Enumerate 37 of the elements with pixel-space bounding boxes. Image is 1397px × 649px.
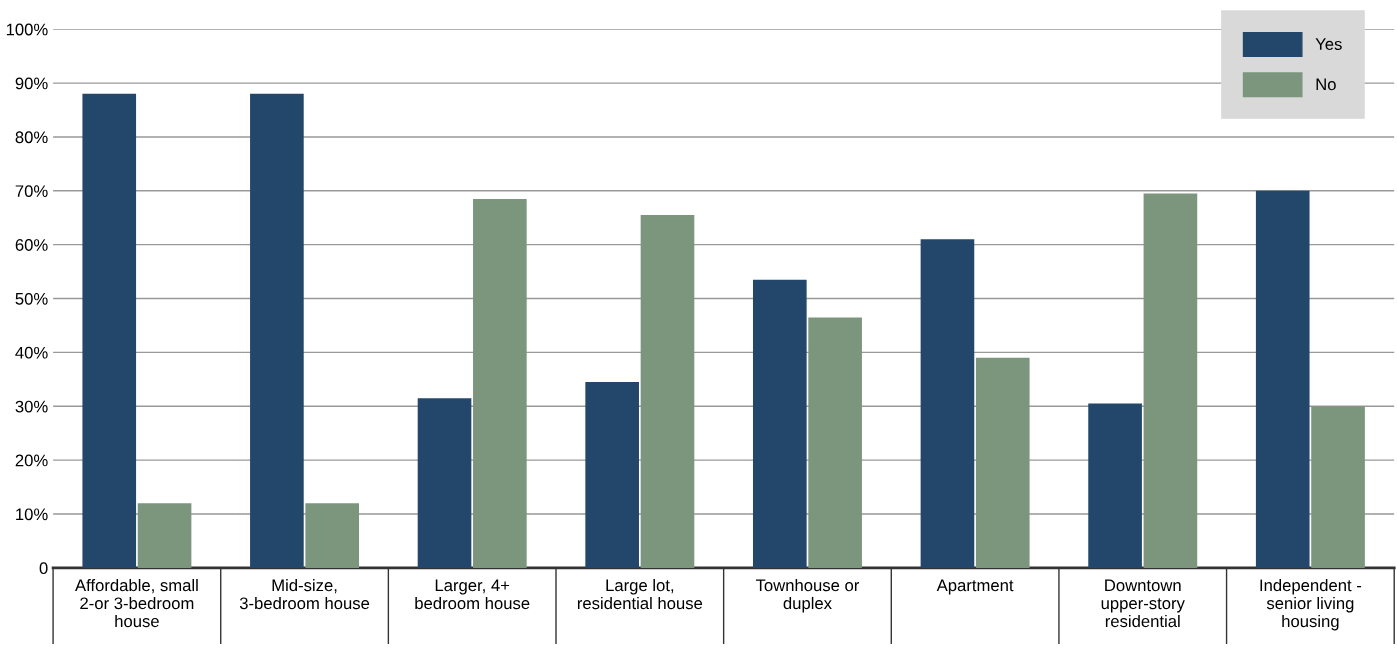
y-tick-label: 60% xyxy=(15,239,48,251)
bar xyxy=(808,317,862,568)
bar xyxy=(137,503,192,568)
y-tick-label: 40% xyxy=(15,346,48,359)
bar xyxy=(82,93,137,568)
bar xyxy=(975,357,1030,568)
bar xyxy=(752,279,807,568)
bar xyxy=(920,239,975,568)
x-tick-label: Independent - senior living housing xyxy=(1260,578,1362,631)
y-tick-label: 100% xyxy=(6,23,48,36)
y-tick-label: 80% xyxy=(15,131,48,144)
bar xyxy=(417,398,472,568)
legend-label: No xyxy=(1316,78,1336,91)
bar xyxy=(585,382,639,568)
x-tick-label: Mid-size, 3-bedroom house xyxy=(239,578,370,610)
bar xyxy=(640,215,695,568)
bar xyxy=(1088,403,1142,568)
y-tick-label: 70% xyxy=(15,185,48,198)
y-tick-label: 50% xyxy=(15,292,48,305)
bar xyxy=(250,93,304,568)
x-tick-label: Townhouse or duplex xyxy=(755,578,860,613)
legend-label: Yes xyxy=(1315,38,1342,50)
bar xyxy=(1311,406,1365,568)
y-tick-label: 90% xyxy=(15,77,48,90)
y-tick-label: 10% xyxy=(16,508,48,521)
bar xyxy=(1255,190,1310,568)
x-tick-label: Affordable, small 2-or 3-bedroom house xyxy=(75,578,198,628)
x-tick-label: Large lot, residential house xyxy=(577,578,703,610)
y-tick-label: 30% xyxy=(15,400,48,413)
y-tick-label: 20% xyxy=(15,454,48,467)
x-tick-label: Apartment xyxy=(936,579,1014,595)
bar xyxy=(473,198,527,568)
y-tick-label: 0 xyxy=(39,562,48,575)
bar xyxy=(1143,193,1198,568)
x-tick-label: Larger, 4+ bedroom house xyxy=(415,579,530,610)
bar xyxy=(305,503,360,568)
x-tick-label: Downtown upper-story residential xyxy=(1101,579,1185,628)
